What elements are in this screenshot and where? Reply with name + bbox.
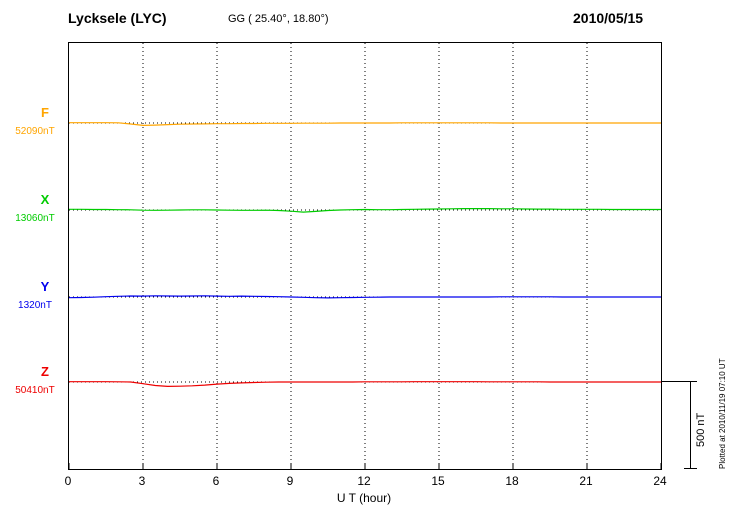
series-letter-X: X bbox=[40, 192, 50, 207]
trace-Y bbox=[69, 295, 661, 299]
series-baseline-X: 13060nT bbox=[15, 213, 55, 224]
x-tick-label: 0 bbox=[64, 474, 72, 488]
scale-bar-line bbox=[690, 381, 691, 469]
trace-X bbox=[69, 208, 661, 213]
gg-coordinates: GG ( 25.40°, 18.80°) bbox=[228, 13, 329, 25]
trace-F bbox=[69, 122, 661, 127]
scale-bar-label: 500 nT bbox=[695, 412, 707, 447]
x-tick-label: 6 bbox=[212, 474, 220, 488]
x-tick-label: 3 bbox=[138, 474, 146, 488]
magnetogram-svg bbox=[69, 43, 661, 469]
series-letter-Y: Y bbox=[40, 279, 50, 294]
series-baseline-Z: 50410nT bbox=[15, 385, 55, 396]
series-baseline-F: 52090nT bbox=[15, 126, 55, 137]
x-tick-label: 21 bbox=[579, 474, 593, 488]
plotted-at-note: Plotted at 2010/11/19 07:10 UT bbox=[718, 358, 727, 469]
x-tick-label: 18 bbox=[505, 474, 519, 488]
date-label: 2010/05/15 bbox=[573, 10, 644, 26]
scale-bar-bottom-cap bbox=[684, 468, 697, 469]
plot-area bbox=[68, 42, 662, 470]
x-tick-label: 15 bbox=[431, 474, 445, 488]
trace-Z bbox=[69, 381, 661, 388]
scale-bar-top-cap bbox=[662, 381, 697, 382]
x-tick-label: 9 bbox=[286, 474, 294, 488]
series-letter-F: F bbox=[41, 105, 49, 120]
series-baseline-Y: 1320nT bbox=[18, 300, 52, 311]
x-axis-label: U T (hour) bbox=[336, 491, 392, 505]
x-tick-label: 24 bbox=[653, 474, 667, 488]
x-tick-label: 12 bbox=[357, 474, 371, 488]
series-letter-Z: Z bbox=[41, 364, 49, 379]
station-title: Lycksele (LYC) bbox=[68, 10, 167, 26]
